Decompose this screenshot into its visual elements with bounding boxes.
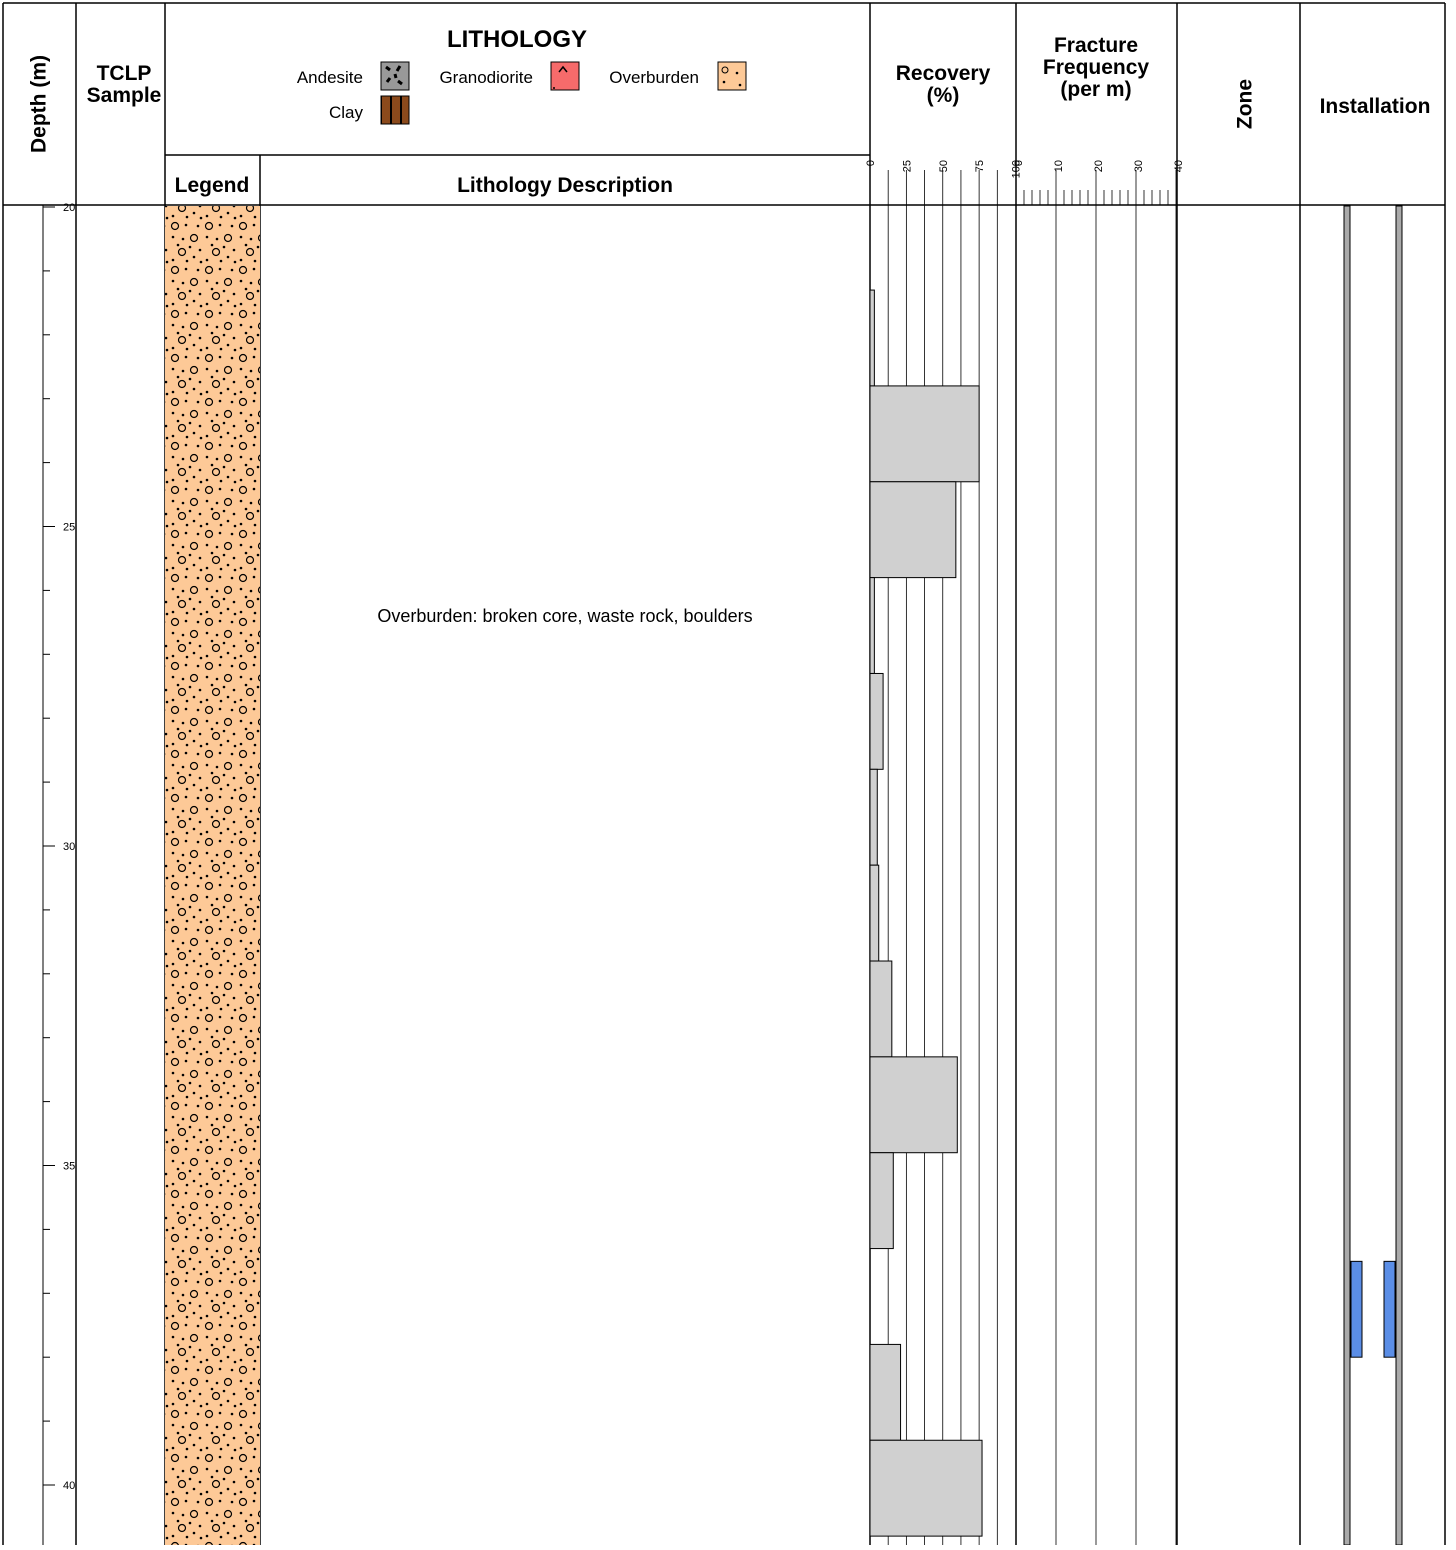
fracture-tick-label: 10 [1053,160,1065,172]
recovery-bar [869,481,957,579]
recovery-header-line: (%) [927,84,960,107]
overburden-column [165,206,260,1545]
casing [1343,205,1351,1546]
legend-entry: Overburden [609,68,699,87]
recovery-bar [869,1056,958,1154]
recovery-tick-label: 50 [938,160,950,172]
legend-header: Legend [175,174,250,197]
tclp-header-line: Sample [87,84,162,107]
depth-tick-label: 25 [63,521,75,533]
recovery-tick-label: 25 [901,160,913,172]
recovery-bar [869,960,893,1058]
fracture-tick-label: 30 [1133,160,1145,172]
description-header: Lithology Description [457,174,673,197]
recovery-bar [869,672,884,770]
fracture-tick-label: 0 [1013,160,1025,166]
recovery-header-line: Recovery [896,62,991,85]
depth-tick-label: 20 [63,202,75,214]
recovery-tick-label: 75 [974,160,986,172]
recovery-bar [869,1439,983,1537]
depth-tick-label: 30 [63,841,75,853]
recovery-bar [869,385,980,483]
lithology-description: Overburden: broken core, waste rock, bou… [377,606,752,626]
fracture-header: Fracture Frequency (per m) [1043,34,1150,101]
recovery-bar [869,1152,894,1250]
installation-header: Installation [1320,95,1431,118]
recovery-bar [869,768,878,866]
recovery-bar [869,864,880,962]
depth-tick-label: 40 [63,1480,75,1492]
legend-entry: Clay [329,103,364,122]
recovery-bar [869,289,875,387]
legend-swatches [380,61,747,125]
legend-entry: Granodiorite [439,68,533,87]
lithology-header: LITHOLOGY [447,26,587,53]
recovery-bar [869,1343,902,1441]
well-screen [1350,1260,1363,1358]
depth-tick-label: 35 [63,1160,75,1172]
recovery-header: Recovery (%) [896,62,991,107]
recovery-tick-label: 100 [1011,160,1023,178]
fracture-tick-label: 20 [1093,160,1105,172]
tclp-header: TCLP Sample [87,62,162,107]
tclp-header-line: TCLP [97,62,152,85]
fracture-header-line: Fracture [1054,34,1138,57]
zone-header: Zone [1234,79,1257,129]
legend-entry: Andesite [297,68,363,87]
depth-header: Depth (m) [28,55,51,153]
casing [1395,205,1403,1546]
fracture-header-line: Frequency [1043,56,1150,79]
recovery-bar [869,577,875,674]
fracture-tick-label: 40 [1173,160,1185,172]
well-screen [1383,1260,1396,1358]
fracture-header-line: (per m) [1060,78,1131,101]
recovery-tick-label: 0 [865,160,877,166]
